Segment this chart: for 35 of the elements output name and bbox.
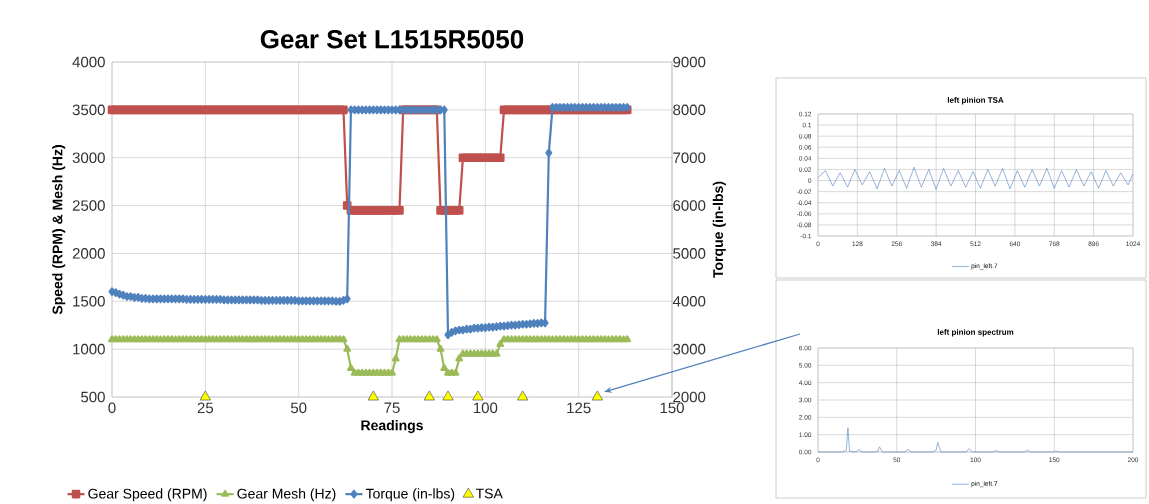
legend-label: Gear Mesh (Hz) [237,488,336,502]
y2-tick-label: 9000 [673,56,706,68]
y-tick-label: 500 [81,391,105,403]
y2-tick-label: 2000 [673,391,706,403]
legend-label: Gear Speed (RPM) [88,488,207,502]
y2-tick-label: 5000 [673,248,706,259]
y-axis-title: Speed (RPM) & Mesh (Hz) [52,145,66,315]
x-tick-label: 150 [660,402,684,414]
x-tick-label: 25 [197,402,214,414]
chart-title: Gear Set L1515R5050 [260,30,524,49]
y2-tick-label: 6000 [673,200,706,211]
chart-title: left pinion spectrum [937,329,1014,337]
y2-tick-label: 7000 [673,152,706,164]
x-tick-label: 50 [290,402,307,414]
y-tick-label: 2500 [72,200,105,211]
y-tick-label: 1000 [73,343,105,355]
x-tick-label: 0 [108,402,116,414]
y2-tick-label: 3000 [673,343,706,355]
y2-axis-title: Torque (in-lbs) [712,181,726,278]
y-tick-label: 3000 [72,152,105,164]
legend-label: Torque (in-lbs) [365,488,455,502]
legend-label: TSA [475,488,503,499]
x-tick-label: 75 [384,402,400,413]
y-tick-label: 4000 [72,56,105,68]
x-axis-title: Readings [361,420,423,434]
x-tick-label: 125 [567,402,591,414]
chart-title: left pinion TSA [947,97,1004,105]
y-tick-label: 3500 [72,104,105,116]
y2-tick-label: 8000 [673,104,706,116]
y-tick-label: 2000 [72,248,105,259]
line-series [817,427,1134,453]
y-tick-label: 1500 [73,295,105,307]
x-tick-label: 100 [473,402,498,414]
y2-tick-label: 4000 [672,295,706,307]
line-series [817,166,1134,190]
